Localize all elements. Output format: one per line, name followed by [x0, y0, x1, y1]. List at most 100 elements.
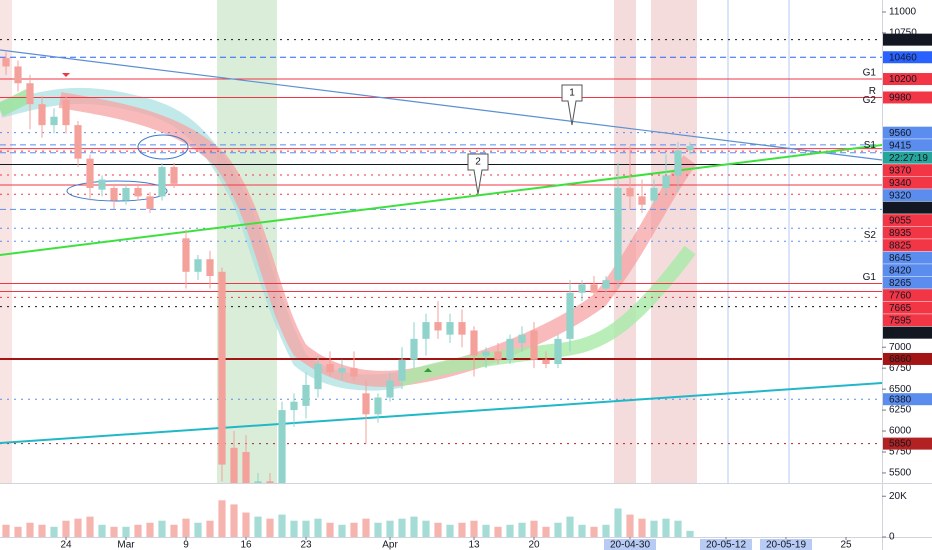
y-tick-label: 7000 — [889, 342, 912, 353]
price-badge — [883, 73, 932, 86]
plot-area — [0, 0, 882, 483]
volume-bar — [230, 504, 238, 537]
callouts: 1 2 — [467, 84, 583, 195]
volume-bar — [386, 520, 394, 537]
volume-bar — [458, 522, 466, 537]
price-badge-label: 6380 — [889, 394, 912, 405]
candle-body — [542, 359, 550, 364]
x-tick-label: 20 — [528, 540, 540, 550]
volume-bar — [362, 518, 370, 537]
candle-body — [374, 397, 382, 415]
volume-bar — [554, 522, 562, 537]
price-badge — [883, 437, 932, 450]
price-badge-label: 9180 — [889, 203, 912, 214]
y-tick-label: 6500 — [889, 384, 912, 395]
candle-body — [626, 187, 634, 197]
price-badge-label: 9560 — [889, 128, 912, 139]
price-badge-label: 8265 — [889, 278, 912, 289]
candle-body — [458, 322, 466, 335]
x-tick-label: 23 — [300, 540, 312, 550]
level-lines — [0, 39, 882, 445]
candle-body — [110, 187, 118, 201]
price-badge — [883, 214, 932, 227]
candle-body — [278, 410, 286, 483]
trend-line — [0, 382, 882, 444]
candle-body — [494, 351, 502, 360]
volume-bar — [482, 524, 490, 537]
y-tick-label: 5750 — [889, 447, 912, 458]
candle-body — [26, 83, 34, 105]
price-badge-label: 9370 — [889, 165, 912, 176]
volume-bar — [434, 522, 442, 537]
price-badge-label: 9415 — [889, 140, 912, 151]
volume-bar — [410, 516, 418, 537]
candle-body — [230, 447, 238, 483]
x-tick-label: 9 — [183, 540, 189, 550]
price-badge-label: 7595 — [889, 315, 912, 326]
volume-bar — [374, 522, 382, 537]
price-badge-label: 8935 — [889, 228, 912, 239]
volume-tick-label: 20K — [889, 491, 907, 502]
candle-body — [362, 393, 370, 415]
y-tick-label: 6250 — [889, 405, 912, 416]
price-badge — [883, 301, 932, 314]
candle-body — [350, 368, 358, 377]
candle-body — [518, 334, 526, 344]
candle-body — [386, 380, 394, 398]
volume-bar — [338, 524, 346, 537]
candle-body — [2, 58, 10, 67]
y-tick-label: 6000 — [889, 426, 912, 437]
candle-body — [98, 179, 106, 190]
marker — [62, 73, 70, 77]
candle-body — [170, 167, 178, 184]
volume-bar — [242, 512, 250, 537]
candle-body — [662, 175, 670, 188]
price-badge — [883, 239, 932, 252]
x-tick-label: 20-05-19 — [766, 540, 806, 550]
level-tag: S2 — [864, 230, 877, 241]
x-tick-label: 13 — [468, 540, 480, 550]
price-badge-label: 9320 — [889, 190, 912, 201]
candle-body — [218, 271, 226, 465]
candle-body — [614, 187, 622, 281]
volume-bar — [470, 520, 478, 537]
volume-bar — [662, 518, 670, 537]
candle-body — [62, 99, 70, 126]
price-badge — [883, 176, 932, 189]
volume-bar — [398, 518, 406, 537]
volume-bar — [446, 524, 454, 537]
callout — [467, 153, 489, 195]
level-tag: S1 — [864, 140, 877, 151]
candle-body — [74, 125, 82, 159]
volume-bar — [674, 520, 682, 537]
volume-bar — [566, 516, 574, 537]
price-badge — [883, 276, 932, 289]
price-badge — [883, 289, 932, 302]
candle-body — [266, 481, 274, 483]
volume-bar — [146, 522, 154, 537]
price-badge — [883, 201, 932, 214]
volume-bar — [614, 508, 622, 537]
volume-bar — [350, 522, 358, 537]
volume-bar — [2, 524, 10, 537]
marker — [424, 368, 432, 372]
price-badge — [883, 51, 932, 64]
candle-body — [410, 338, 418, 360]
price-badge-label: 5850 — [889, 439, 912, 450]
price-badge — [883, 91, 932, 104]
volume-bar — [314, 518, 322, 537]
x-tick-label: Mar — [117, 540, 135, 550]
level-tag: R — [869, 86, 876, 97]
y-tick-label: 5500 — [889, 468, 912, 479]
candle-body — [194, 259, 202, 272]
trend-line — [0, 49, 882, 161]
candle-body — [182, 238, 190, 272]
price-badge — [883, 33, 932, 46]
candle-body — [578, 284, 586, 293]
candle-body — [134, 187, 142, 197]
price-badge-label: 7485 — [889, 328, 912, 339]
candle-body — [434, 322, 442, 331]
price-badge — [883, 189, 932, 202]
